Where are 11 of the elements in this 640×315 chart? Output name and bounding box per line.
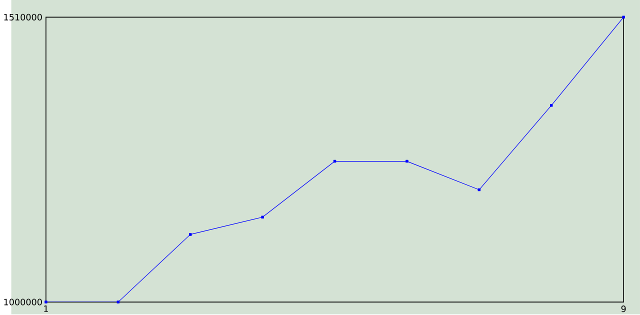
point bbox=[116, 300, 120, 304]
point bbox=[550, 104, 553, 107]
y-tick-label: 1000000 bbox=[4, 298, 42, 306]
y-tick-label: 1510000 bbox=[4, 14, 42, 20]
point bbox=[261, 216, 264, 218]
x-tick-label: 9 bbox=[621, 305, 626, 312]
x-tick-label: 1 bbox=[44, 305, 48, 312]
point bbox=[188, 232, 192, 236]
point bbox=[44, 300, 48, 304]
point bbox=[622, 16, 625, 18]
point bbox=[406, 160, 408, 162]
